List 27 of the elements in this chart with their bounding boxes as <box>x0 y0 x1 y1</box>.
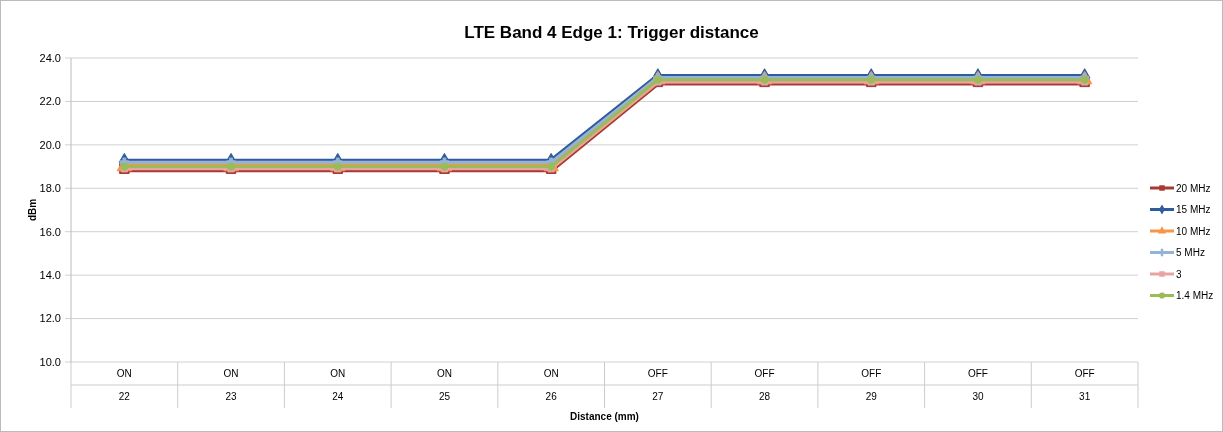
legend-label: 5 MHz <box>1176 247 1205 258</box>
legend-label: 1.4 MHz <box>1176 290 1214 301</box>
legend-label: 15 MHz <box>1176 204 1211 215</box>
legend-label: 10 MHz <box>1176 225 1211 237</box>
category-label: ON 25 <box>436 368 452 402</box>
y-tick-label: 24.0 <box>39 51 61 64</box>
x-axis-title: Distance (mm) <box>570 411 639 422</box>
y-tick-label: 14.0 <box>39 268 61 281</box>
y-axis-title: dBm <box>27 198 38 222</box>
y-tick-label: 10.0 <box>39 355 61 368</box>
category-label: OFF 29 <box>861 368 882 402</box>
category-label: OFF 27 <box>647 368 668 402</box>
category-label: ON 26 <box>543 368 559 402</box>
y-tick-label: 16.0 <box>39 225 61 238</box>
category-label: OFF 30 <box>967 368 988 402</box>
legend-label: 20 MHz <box>1176 182 1211 194</box>
y-tick-label: 18.0 <box>39 182 61 195</box>
category-label: ON 22 <box>116 368 132 402</box>
y-tick-label: 12.0 <box>39 312 61 325</box>
chart-title: LTE Band 4 Edge 1: Trigger distance <box>464 23 759 42</box>
legend-label: 3 <box>1176 268 1182 280</box>
y-tick-label: 20.0 <box>39 138 61 151</box>
category-label: ON 23 <box>223 368 239 402</box>
category-label: ON 24 <box>330 368 346 402</box>
category-label: OFF 28 <box>754 368 775 402</box>
category-label: OFF 31 <box>1074 368 1095 402</box>
y-tick-label: 22.0 <box>39 95 61 108</box>
